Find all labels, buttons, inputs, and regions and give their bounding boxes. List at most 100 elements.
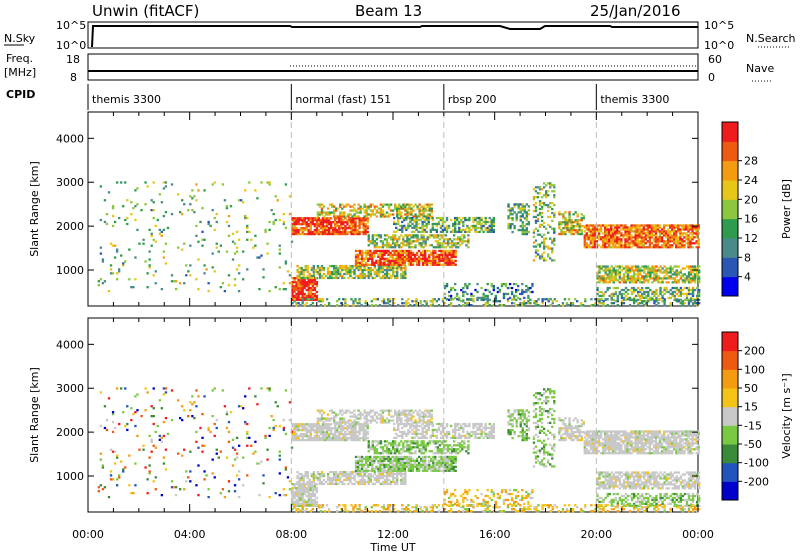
echo-cell — [405, 228, 408, 232]
echo-cell — [404, 472, 407, 476]
echo-cell — [307, 490, 310, 494]
echo-cell — [468, 226, 471, 230]
echo-cell — [124, 181, 127, 184]
echo-cell — [610, 240, 613, 243]
echo-cell — [387, 409, 391, 412]
echo-cell — [450, 261, 453, 264]
echo-cell — [303, 425, 306, 428]
echo-cell — [326, 413, 330, 416]
echo-cell — [525, 302, 528, 305]
echo-cell — [356, 455, 360, 459]
echo-cell — [329, 436, 333, 440]
echo-cell — [152, 181, 155, 184]
echo-cell — [669, 226, 672, 229]
echo-cell — [403, 226, 406, 230]
echo-cell — [305, 280, 308, 284]
echo-cell — [300, 270, 303, 274]
echo-cell — [443, 284, 447, 288]
echo-cell — [379, 257, 382, 260]
echo-cell — [564, 217, 567, 220]
echo-cell — [651, 292, 654, 296]
echo-cell — [620, 246, 623, 249]
echo-cell — [665, 281, 668, 284]
echo-cell — [648, 246, 652, 249]
echo-cell — [391, 246, 395, 249]
echo-cell — [329, 226, 333, 230]
echo-cell — [217, 250, 220, 253]
echo-cell — [602, 281, 605, 284]
echo-cell — [383, 478, 387, 482]
echo-cell — [404, 213, 407, 216]
echo-cell — [406, 409, 409, 412]
echo-cell — [643, 304, 646, 307]
echo-cell — [326, 474, 330, 478]
echo-cell — [640, 246, 643, 249]
echo-cell — [642, 226, 645, 229]
echo-cell — [300, 482, 303, 486]
echo-cell — [339, 419, 342, 422]
echo-cell — [589, 242, 593, 245]
echo-cell — [389, 209, 393, 212]
echo-cell — [301, 300, 304, 303]
echo-cell — [432, 261, 435, 264]
echo-cell — [313, 486, 317, 490]
echo-cell — [604, 277, 607, 280]
echo-cell — [383, 459, 386, 463]
echo-cell — [301, 496, 304, 500]
echo-cell — [632, 288, 636, 292]
echo-cell — [353, 419, 356, 422]
echo-cell — [687, 277, 691, 280]
echo-cell — [315, 280, 319, 284]
echo-cell — [553, 229, 556, 232]
echo-cell — [295, 223, 298, 226]
echo-cell — [661, 294, 664, 298]
echo-cell — [649, 288, 652, 292]
echo-cell — [383, 467, 386, 470]
echo-cell — [443, 292, 447, 296]
echo-cell — [301, 436, 304, 440]
echo-cell — [640, 232, 643, 235]
echo-cell — [303, 432, 306, 436]
echo-cell — [195, 234, 198, 237]
echo-cell — [534, 249, 538, 252]
echo-cell — [525, 232, 529, 236]
echo-cell — [660, 228, 664, 231]
echo-cell — [375, 238, 379, 241]
echo-cell — [673, 228, 676, 231]
echo-cell — [467, 242, 470, 245]
echo-cell — [515, 282, 518, 286]
echo-cell — [681, 238, 684, 241]
echo-cell — [434, 249, 437, 253]
echo-cell — [319, 221, 323, 224]
echo-cell — [291, 230, 294, 234]
echo-cell — [293, 429, 296, 432]
echo-cell — [536, 253, 540, 256]
echo-cell — [642, 232, 645, 235]
echo-cell — [354, 469, 358, 472]
echo-cell — [632, 300, 636, 303]
echo-cell — [534, 186, 538, 189]
echo-cell — [551, 302, 554, 305]
echo-cell — [657, 298, 660, 301]
echo-cell — [295, 492, 298, 496]
echo-cell — [403, 465, 407, 468]
echo-cell — [291, 298, 294, 302]
echo-cell — [610, 236, 613, 239]
echo-cell — [320, 480, 324, 484]
echo-cell — [602, 277, 605, 280]
echo-cell — [231, 232, 235, 235]
echo-cell — [303, 438, 306, 442]
echo-cell — [400, 213, 403, 216]
echo-cell — [404, 266, 407, 270]
echo-cell — [387, 244, 391, 247]
echo-cell — [658, 240, 662, 243]
echo-cell — [439, 224, 443, 228]
echo-cell — [355, 274, 358, 278]
echo-cell — [364, 431, 367, 434]
echo-cell — [572, 232, 575, 236]
echo-cell — [391, 463, 394, 466]
echo-cell — [400, 482, 403, 486]
echo-cell — [418, 203, 421, 206]
echo-cell — [358, 221, 361, 224]
echo-cell — [367, 459, 370, 463]
